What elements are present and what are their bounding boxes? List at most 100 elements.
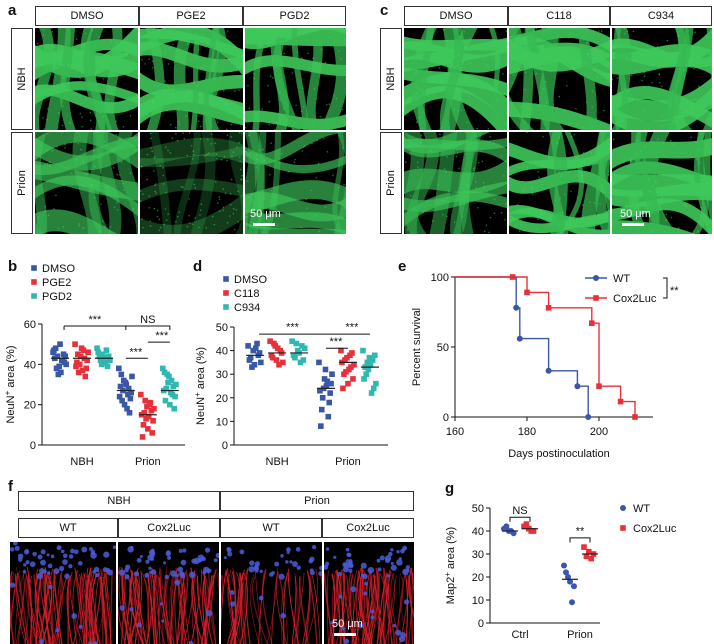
data-point [503,523,510,530]
y-tick-label: 100 [431,272,449,284]
data-point [280,359,286,366]
data-point [574,383,581,390]
data-point [97,357,104,364]
x-tick-label: Prion [135,456,161,468]
panel-a-col-header-pgd2: PGD2 [243,6,346,26]
data-point [318,406,325,413]
micrograph-c-prion-c118 [509,132,610,234]
x-tick-label: Prion [335,456,361,468]
legend-marker [223,290,229,296]
data-point [169,391,176,398]
panel-f-col-header-wt1: WT [18,518,118,538]
data-point [128,389,134,396]
data-point [75,369,82,376]
data-point [292,354,298,361]
data-point [95,349,102,356]
micrograph-texture [140,132,243,234]
panel-label-c: c [380,2,389,19]
scale-bar-label: 50 μm [332,618,363,630]
micrograph-texture [509,132,610,234]
data-point [96,353,103,360]
data-point [565,574,571,580]
legend-label: DMSO [42,263,75,275]
data-point [160,365,166,372]
data-point [293,340,300,347]
panel-label-b: b [8,258,18,275]
data-point [361,376,367,382]
data-point [57,341,63,347]
panel-c-row-label-prion: Prion [380,132,402,234]
data-point [328,380,334,387]
data-point [162,397,169,404]
data-point [316,359,322,366]
legend-label: WT [613,273,630,285]
data-point [247,354,254,361]
micrograph-c-prion-dmso [404,132,507,234]
data-point [139,434,146,440]
data-point [329,371,335,377]
data-point [563,569,569,576]
scale-bar [622,223,644,226]
data-point [269,354,276,361]
row-label-text: Prion [16,170,28,196]
data-point [323,383,330,389]
data-point [119,397,125,404]
data-point [60,351,67,358]
data-point [59,357,66,364]
data-point [327,390,333,396]
micrograph-texture [612,28,712,130]
x-tick-label: 160 [446,426,464,438]
data-point [85,349,91,356]
data-point [338,347,344,354]
sig-label: ** [576,526,585,538]
legend-marker [593,275,599,281]
data-point [373,380,379,387]
data-point [148,407,155,414]
micrograph-texture [140,28,243,130]
y-axis-label: Percent survival [411,308,423,386]
data-point [124,405,130,412]
data-point [271,340,277,347]
micrograph-texture [35,28,138,130]
micrograph-texture [612,132,712,234]
chart-d: 0 10 20 30 40 50 NeuN+ area (%) NBH Prion DMSO C11… [193,274,388,468]
row-label-text: Prion [385,170,397,196]
y-tick-label: 20 [24,400,36,412]
x-tick-label: 180 [518,426,536,438]
data-point [545,305,552,311]
micrograph-texture [404,132,507,234]
panel-f-group-header-prion: Prion [220,491,414,511]
legend-marker [593,295,599,301]
data-point [161,369,168,376]
data-point [104,363,111,370]
legend-marker [223,276,229,282]
data-point [588,555,594,562]
data-point [301,345,308,352]
data-point [121,401,128,408]
legend-marker [620,525,626,531]
data-point [585,414,592,420]
data-point [166,373,172,380]
legend-label: Cox2Luc [633,523,677,535]
scale-bar [253,223,275,226]
micrograph-a-nbh-pge2 [140,28,243,130]
data-point [145,426,151,432]
data-point [545,367,552,374]
legend-label: PGE2 [42,277,71,289]
data-point [126,409,133,416]
data-point [107,357,113,364]
data-point [632,414,638,420]
y-axis-label: NeuN+ area (%) [193,347,208,425]
y-tick-label: 50 [472,503,484,515]
data-point [256,350,263,356]
data-point [116,365,122,372]
y-axis-label: Map2+ area (%) [443,527,458,604]
micrograph-texture [245,28,346,130]
data-point [267,338,273,344]
micrograph-f-prion-cox2luc: 50 μm [324,542,414,644]
data-point [168,377,175,384]
data-point [74,359,80,366]
micrograph-texture [324,542,414,644]
panel-a-row-label-prion: Prion [11,132,33,234]
data-point [325,413,332,420]
